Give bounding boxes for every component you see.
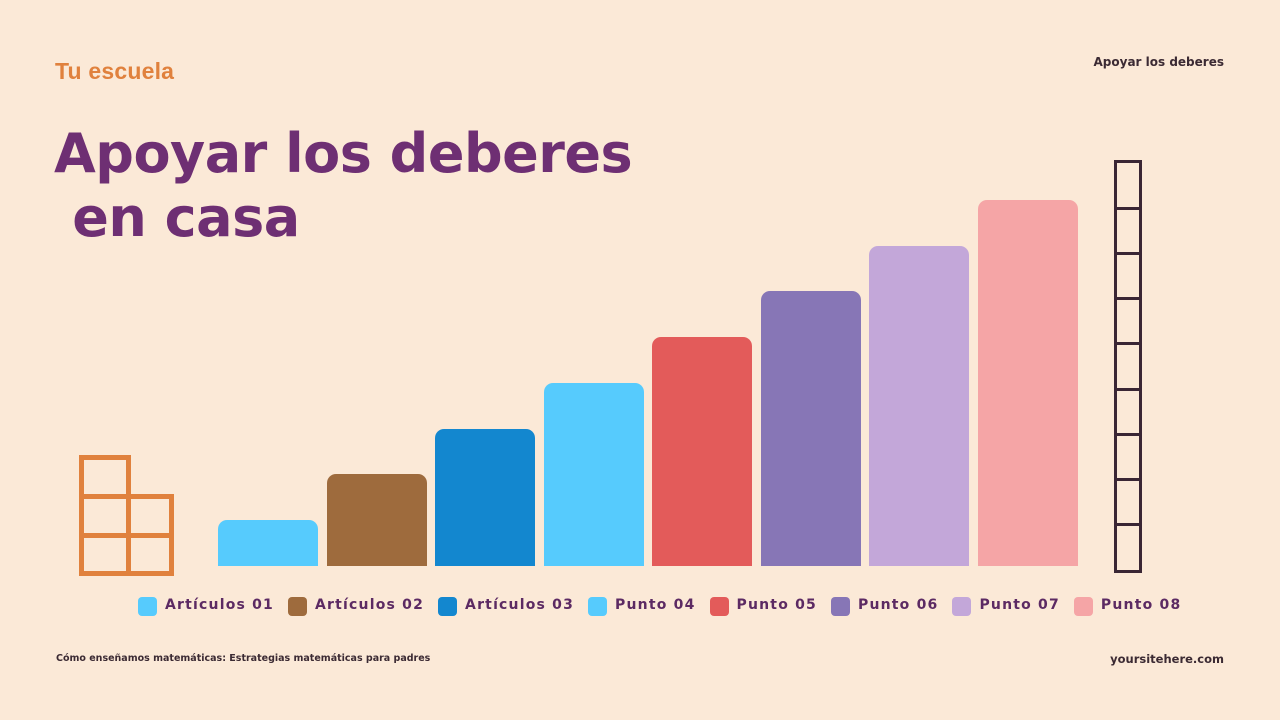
legend-item: Artículos 03 xyxy=(438,597,574,616)
legend-label: Artículos 03 xyxy=(465,596,575,613)
bar-5 xyxy=(652,337,752,566)
legend-item: Artículos 02 xyxy=(288,597,424,616)
ruler-tick xyxy=(1117,252,1139,255)
bar-8 xyxy=(978,200,1078,566)
legend-label: Artículos 02 xyxy=(315,596,425,613)
legend-item: Punto 04 xyxy=(588,597,695,616)
legend-item: Punto 06 xyxy=(830,596,939,616)
bar-2 xyxy=(327,474,427,566)
header-topic: Apoyar los deberes xyxy=(1093,55,1224,69)
legend-swatch xyxy=(830,597,850,616)
legend-swatch xyxy=(288,597,308,616)
footer-subtitle: Cómo enseñamos matemáticas: Estrategias … xyxy=(56,653,431,664)
brand-name: Tu escuela xyxy=(55,58,175,84)
bar-7 xyxy=(869,246,969,566)
legend-swatch xyxy=(952,597,972,616)
legend-label: Punto 06 xyxy=(857,596,939,613)
legend-swatch xyxy=(138,597,157,616)
ruler-tick xyxy=(1117,207,1139,210)
bar-1 xyxy=(218,520,318,566)
legend-label: Punto 07 xyxy=(979,596,1060,613)
legend-swatch xyxy=(709,597,729,616)
legend-swatch xyxy=(1073,597,1093,616)
page-title: Apoyar los deberes en casa xyxy=(54,122,633,249)
legend-item: Artículos 01 xyxy=(138,597,274,616)
legend-label: Punto 08 xyxy=(1100,596,1182,613)
legend-swatch xyxy=(438,597,458,616)
legend-label: Artículos 01 xyxy=(165,596,275,613)
legend-label: Punto 05 xyxy=(736,596,817,613)
ruler-tick xyxy=(1117,297,1139,300)
legend-item: Punto 08 xyxy=(1073,596,1182,616)
ruler-tick xyxy=(1117,342,1139,345)
ruler-tick xyxy=(1117,433,1139,436)
ruler-tick xyxy=(1117,523,1139,526)
bar-3 xyxy=(435,429,535,566)
legend-swatch xyxy=(588,597,608,616)
legend-label: Punto 04 xyxy=(615,596,696,613)
ruler-tick xyxy=(1117,478,1139,481)
footer-website: yoursitehere.com xyxy=(1110,652,1224,666)
stacked-blocks-icon xyxy=(79,455,174,576)
legend-item: Punto 05 xyxy=(709,596,817,616)
chart-legend: Artículos 01 Artículos 02 Artículos 03 Punt… xyxy=(138,597,1181,616)
ruler-tick xyxy=(1117,388,1139,391)
measuring-column-icon xyxy=(1114,160,1142,573)
bar-6 xyxy=(761,291,861,566)
bar-4 xyxy=(544,383,644,566)
legend-item: Punto 07 xyxy=(952,597,1059,616)
